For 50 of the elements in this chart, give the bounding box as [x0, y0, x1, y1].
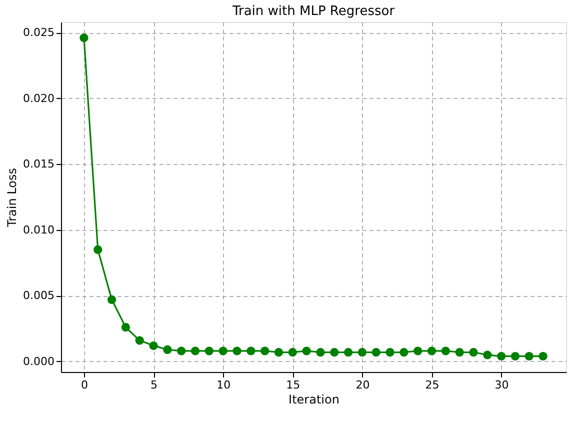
point: [121, 322, 130, 332]
point: [441, 346, 450, 356]
point: [260, 346, 270, 356]
y-tick-label: 0.020: [23, 92, 54, 105]
point: [107, 295, 116, 304]
point: [496, 352, 506, 361]
point: [344, 348, 353, 357]
y-tick-label: 0.010: [23, 223, 54, 236]
y-tick-label: 0.000: [23, 354, 54, 368]
point: [246, 346, 256, 356]
y-tick-label: 0.025: [23, 26, 54, 40]
point: [469, 348, 478, 357]
y-tick-label: 0.005: [23, 289, 54, 302]
point: [274, 348, 284, 357]
y-axis-title: Train Loss: [5, 168, 20, 228]
point: [135, 336, 144, 345]
point: [386, 348, 394, 357]
point: [232, 346, 242, 356]
x-tick-label: 0: [80, 378, 88, 392]
point: [80, 33, 88, 42]
point: [510, 352, 520, 361]
point: [204, 346, 214, 356]
x-tick-label: 10: [216, 378, 231, 392]
point: [218, 346, 228, 356]
point: [358, 348, 367, 357]
point: [316, 348, 325, 357]
x-tick-label: 15: [286, 378, 300, 392]
point: [302, 346, 311, 356]
point: [163, 345, 172, 354]
point: [483, 350, 492, 360]
point: [524, 352, 534, 361]
x-tick-label: 5: [150, 378, 158, 392]
point: [455, 348, 464, 357]
point: [414, 346, 422, 356]
point: [288, 348, 297, 357]
y-tick-label: 0.015: [23, 158, 54, 171]
point: [177, 346, 186, 356]
x-tick-label: 20: [356, 378, 370, 392]
x-tick-label: 25: [425, 378, 440, 392]
point: [190, 346, 200, 356]
point: [149, 341, 158, 350]
point: [372, 348, 380, 357]
point: [330, 348, 339, 357]
point: [427, 346, 436, 356]
point: [400, 348, 408, 357]
chart-title: Train with MLP Regressor: [231, 4, 396, 19]
x-axis-title: Iteration: [288, 392, 340, 406]
point: [94, 245, 102, 254]
x-tick-label: 30: [494, 378, 509, 392]
point: [538, 352, 548, 361]
